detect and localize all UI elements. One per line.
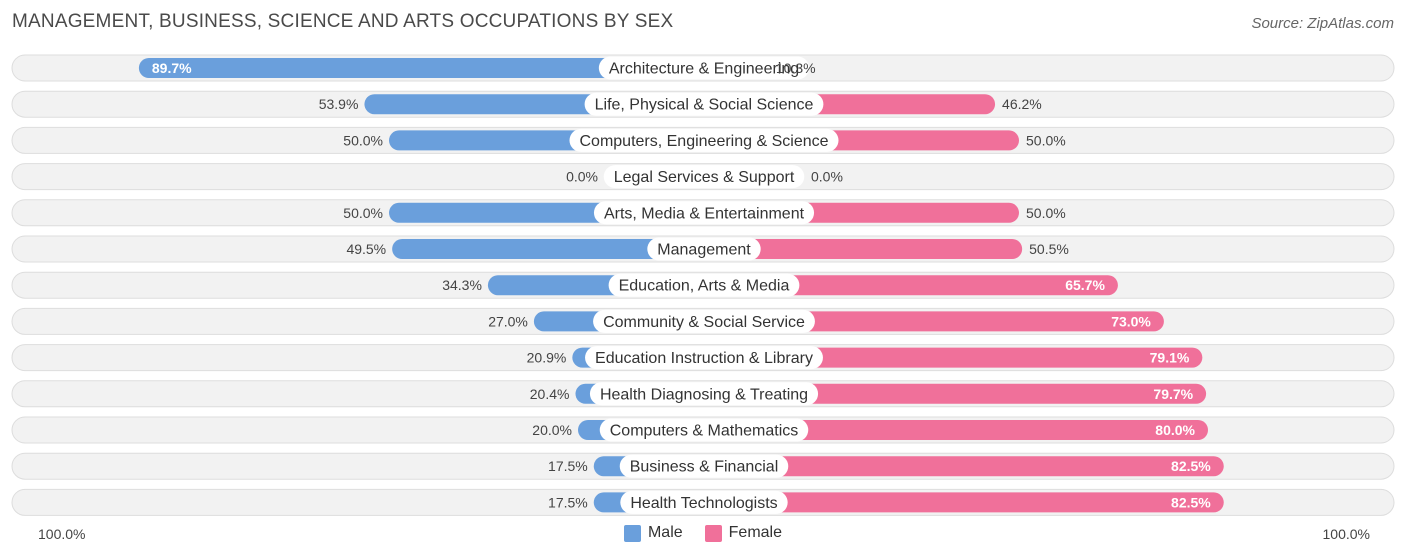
category-label-pill [589, 382, 819, 406]
male-value-label: 89.7% [152, 60, 192, 76]
legend-item-female[interactable]: Female [704, 524, 783, 542]
category-label-pill [584, 92, 824, 116]
category-label: Management [657, 242, 751, 259]
category-label-pill [619, 454, 789, 478]
female-bar [704, 311, 1164, 332]
category-label: Community & Social Service [603, 314, 805, 331]
male-bar [138, 58, 704, 78]
female-value-label: 73.0% [1111, 313, 1151, 329]
legend-item-male[interactable]: Male [623, 524, 683, 542]
category-label-pill [647, 237, 761, 261]
female-value-label: 82.5% [1171, 494, 1211, 510]
female-value-label: 65.7% [1065, 277, 1105, 293]
male-value-label: 53.9% [319, 96, 359, 112]
female-bar [704, 347, 1203, 368]
male-value-label: 50.0% [343, 205, 383, 221]
female-value-label: 10.3% [776, 60, 816, 76]
chart-title: MANAGEMENT, BUSINESS, SCIENCE AND ARTS O… [12, 11, 674, 32]
female-bar [704, 456, 1224, 477]
category-label: Health Diagnosing & Treating [600, 386, 808, 403]
male-value-label: 20.0% [532, 422, 572, 438]
category-label: Computers, Engineering & Science [579, 133, 828, 150]
female-bar [704, 420, 1208, 440]
category-label-pill [608, 273, 800, 297]
category-label-pill [593, 309, 815, 333]
male-bar [392, 239, 704, 259]
female-bar [704, 492, 1224, 513]
male-value-label: 0.0% [566, 169, 598, 185]
category-label-pill [569, 128, 839, 152]
category-label-pill [620, 490, 788, 514]
female-bar [704, 383, 1207, 404]
category-label: Business & Financial [630, 459, 779, 476]
female-value-label: 80.0% [1155, 422, 1195, 438]
male-value-label: 20.4% [530, 386, 570, 402]
category-label: Arts, Media & Entertainment [604, 205, 805, 222]
female-value-label: 0.0% [811, 169, 843, 185]
female-bar [704, 239, 1023, 259]
category-label: Legal Services & Support [614, 169, 795, 186]
category-label: Life, Physical & Social Science [595, 97, 814, 114]
male-value-label: 17.5% [548, 494, 588, 510]
legend-label-female: Female [728, 524, 783, 541]
legend-swatch-male [623, 524, 641, 542]
source-label: Source: ZipAtlas.com [1251, 15, 1394, 32]
female-value-label: 46.2% [1002, 96, 1042, 112]
category-label: Architecture & Engineering [609, 61, 799, 78]
male-value-label: 49.5% [346, 241, 386, 257]
category-label-pill [603, 165, 805, 189]
category-label-pill [585, 346, 823, 370]
legend: Male Female [0, 524, 1406, 542]
male-value-label: 34.3% [442, 277, 482, 293]
male-value-label: 17.5% [548, 458, 588, 474]
female-value-label: 50.0% [1026, 132, 1066, 148]
male-value-label: 27.0% [488, 313, 528, 329]
male-value-label: 50.0% [343, 132, 383, 148]
category-label: Health Technologists [630, 495, 777, 512]
female-value-label: 82.5% [1171, 458, 1211, 474]
female-value-label: 50.5% [1029, 241, 1069, 257]
female-value-label: 79.1% [1150, 350, 1190, 366]
female-bar [704, 275, 1118, 296]
category-label: Computers & Mathematics [610, 423, 799, 440]
axis-right-label: 100.0% [1322, 526, 1370, 542]
axis-left-label: 100.0% [38, 526, 86, 542]
legend-swatch-female [704, 524, 722, 542]
male-value-label: 20.9% [527, 350, 567, 366]
category-label-pill [599, 418, 809, 442]
female-value-label: 50.0% [1026, 205, 1066, 221]
legend-label-male: Male [647, 524, 683, 541]
category-label-pill [598, 56, 810, 80]
female-value-label: 79.7% [1153, 386, 1193, 402]
category-label: Education Instruction & Library [595, 350, 813, 367]
chart-svg: Architecture & Engineering 89.7% 10.3% Life… [11, 54, 1395, 516]
category-label: Education, Arts & Media [619, 278, 790, 295]
category-label-pill [593, 201, 815, 225]
